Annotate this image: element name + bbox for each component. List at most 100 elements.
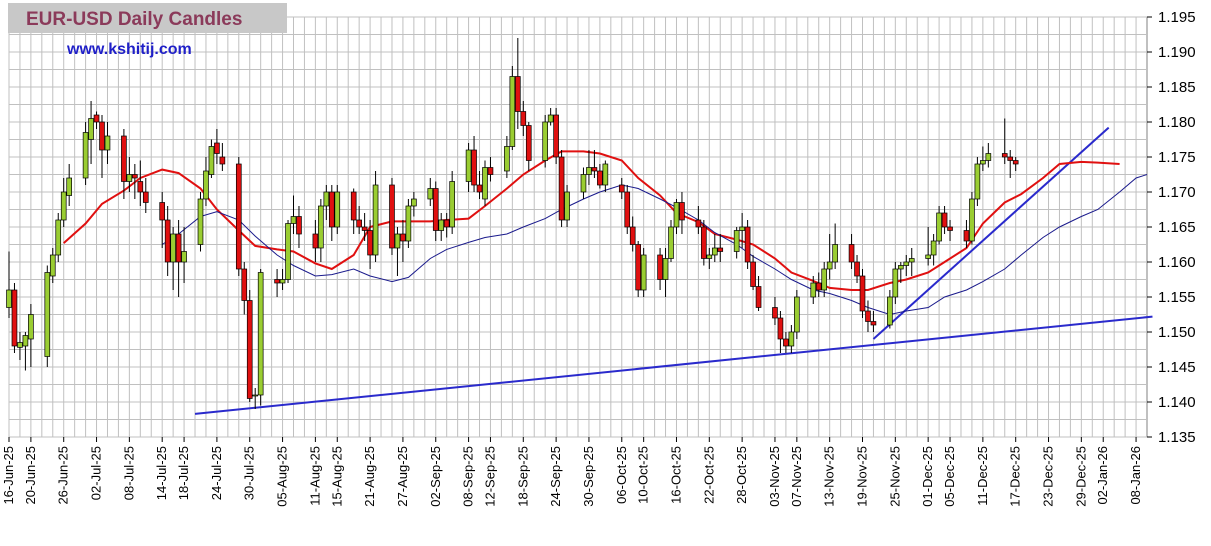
candle-body-down xyxy=(947,226,953,231)
candle-body-up xyxy=(60,191,67,221)
candle xyxy=(82,122,89,185)
candle xyxy=(597,164,603,189)
candle-body-up xyxy=(203,170,209,200)
candle xyxy=(411,192,417,217)
candle-body-down xyxy=(175,233,182,263)
candle xyxy=(88,101,94,164)
candle-body-up xyxy=(504,146,510,172)
x-tick-label: 13-Nov-25 xyxy=(822,446,837,507)
candle xyxy=(55,213,62,262)
candle-body-up xyxy=(44,272,51,357)
candle-body-up xyxy=(82,132,89,179)
candle-body-up xyxy=(908,258,915,263)
candle-body-down xyxy=(963,230,970,242)
candle-body-up xyxy=(257,272,264,396)
x-tick-label: 18-Sep-25 xyxy=(515,446,530,507)
candle-body-up xyxy=(55,219,62,256)
candle-body-down xyxy=(142,191,149,203)
candle-body-up xyxy=(980,160,986,165)
candle xyxy=(733,227,740,259)
candle xyxy=(361,213,368,241)
candle-body-down xyxy=(520,111,527,126)
candle xyxy=(367,220,373,269)
candle-body-up xyxy=(465,149,472,182)
candle xyxy=(870,311,877,332)
x-tick-label: 01-Dec-25 xyxy=(920,446,935,507)
candle xyxy=(318,199,324,262)
y-tick-label: 1.155 xyxy=(1158,289,1196,306)
candle xyxy=(739,213,745,248)
y-tick-label: 1.170 xyxy=(1158,184,1196,201)
candle xyxy=(104,122,111,164)
candle xyxy=(821,262,828,297)
candle xyxy=(235,157,242,276)
candle xyxy=(323,185,330,220)
candle-body-up xyxy=(509,76,516,147)
candle xyxy=(214,129,220,164)
candle-body-up xyxy=(334,191,341,228)
candle xyxy=(908,248,915,276)
candle xyxy=(832,223,838,269)
candle xyxy=(897,262,904,283)
candle xyxy=(777,311,784,353)
candle-body-up xyxy=(925,254,931,259)
candle xyxy=(717,234,724,262)
candle xyxy=(312,220,319,262)
candle-body-down xyxy=(11,289,18,347)
candle xyxy=(542,115,548,168)
x-tick-label: 29-Dec-25 xyxy=(1073,446,1088,507)
x-tick-label: 22-Oct-25 xyxy=(701,446,716,504)
candle xyxy=(963,220,970,248)
candle xyxy=(974,157,981,206)
candle-body-up xyxy=(28,314,34,340)
x-tick-label: 24-Sep-25 xyxy=(548,446,563,507)
candle-body-up xyxy=(930,240,937,256)
candle xyxy=(848,234,855,269)
candle xyxy=(985,143,992,168)
candle xyxy=(246,290,253,402)
y-tick-label: 1.145 xyxy=(1158,359,1196,376)
x-tick-label: 11-Dec-25 xyxy=(975,446,990,506)
candle xyxy=(564,185,570,227)
candle xyxy=(525,122,532,171)
candle-body-down xyxy=(389,184,395,249)
candle xyxy=(285,220,291,283)
candle-body-down xyxy=(591,167,598,172)
candle-body-down xyxy=(246,300,253,399)
y-tick-label: 1.190 xyxy=(1158,44,1196,61)
candle-body-down xyxy=(553,114,559,158)
candle-body-down xyxy=(1012,160,1019,165)
candle xyxy=(854,255,860,283)
candle-body-down xyxy=(312,233,319,249)
candle xyxy=(969,192,975,245)
candle xyxy=(449,171,455,234)
candle-body-up xyxy=(564,191,570,221)
candle-body-up xyxy=(394,233,401,249)
y-tick-label: 1.175 xyxy=(1158,149,1196,166)
x-tick-label: 08-Jan-26 xyxy=(1128,446,1143,505)
y-tick-label: 1.185 xyxy=(1158,79,1196,96)
candle xyxy=(296,206,302,248)
candle xyxy=(28,304,34,367)
candle xyxy=(520,101,527,136)
y-tick-label: 1.195 xyxy=(1158,9,1196,26)
candle-body-up xyxy=(318,205,324,249)
candle-body-down xyxy=(815,282,822,291)
candle xyxy=(471,136,477,192)
candle xyxy=(794,290,800,339)
candle-body-down xyxy=(274,279,280,284)
candle-body-up xyxy=(405,205,412,242)
candle-body-up xyxy=(668,226,674,259)
candle xyxy=(701,220,707,266)
candle-body-up xyxy=(892,268,899,298)
candle-body-down xyxy=(361,226,368,231)
chart-title: EUR-USD Daily Candles xyxy=(26,9,243,30)
candle xyxy=(640,248,647,297)
x-tick-label: 05-Dec-25 xyxy=(942,446,957,507)
candle xyxy=(252,388,259,409)
candle-body-down xyxy=(400,233,406,242)
candle xyxy=(815,272,822,297)
candle-body-down xyxy=(164,219,171,263)
x-tick-label: 30-Jul-25 xyxy=(242,446,257,500)
x-tick-label: 21-Aug-25 xyxy=(362,446,377,507)
